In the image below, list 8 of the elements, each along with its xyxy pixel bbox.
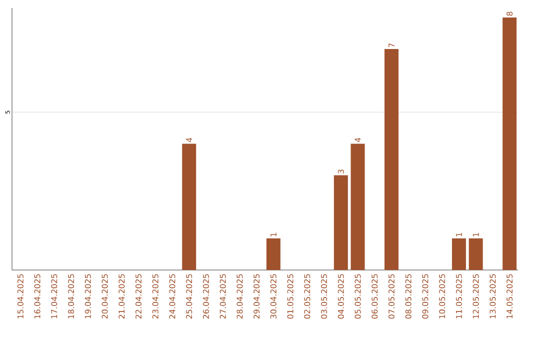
bar — [266, 238, 280, 270]
bar — [452, 238, 466, 270]
bar — [384, 49, 398, 270]
bar — [334, 175, 348, 270]
bar — [468, 238, 483, 270]
bar — [350, 144, 365, 270]
bar — [182, 144, 196, 270]
bar — [502, 17, 517, 270]
